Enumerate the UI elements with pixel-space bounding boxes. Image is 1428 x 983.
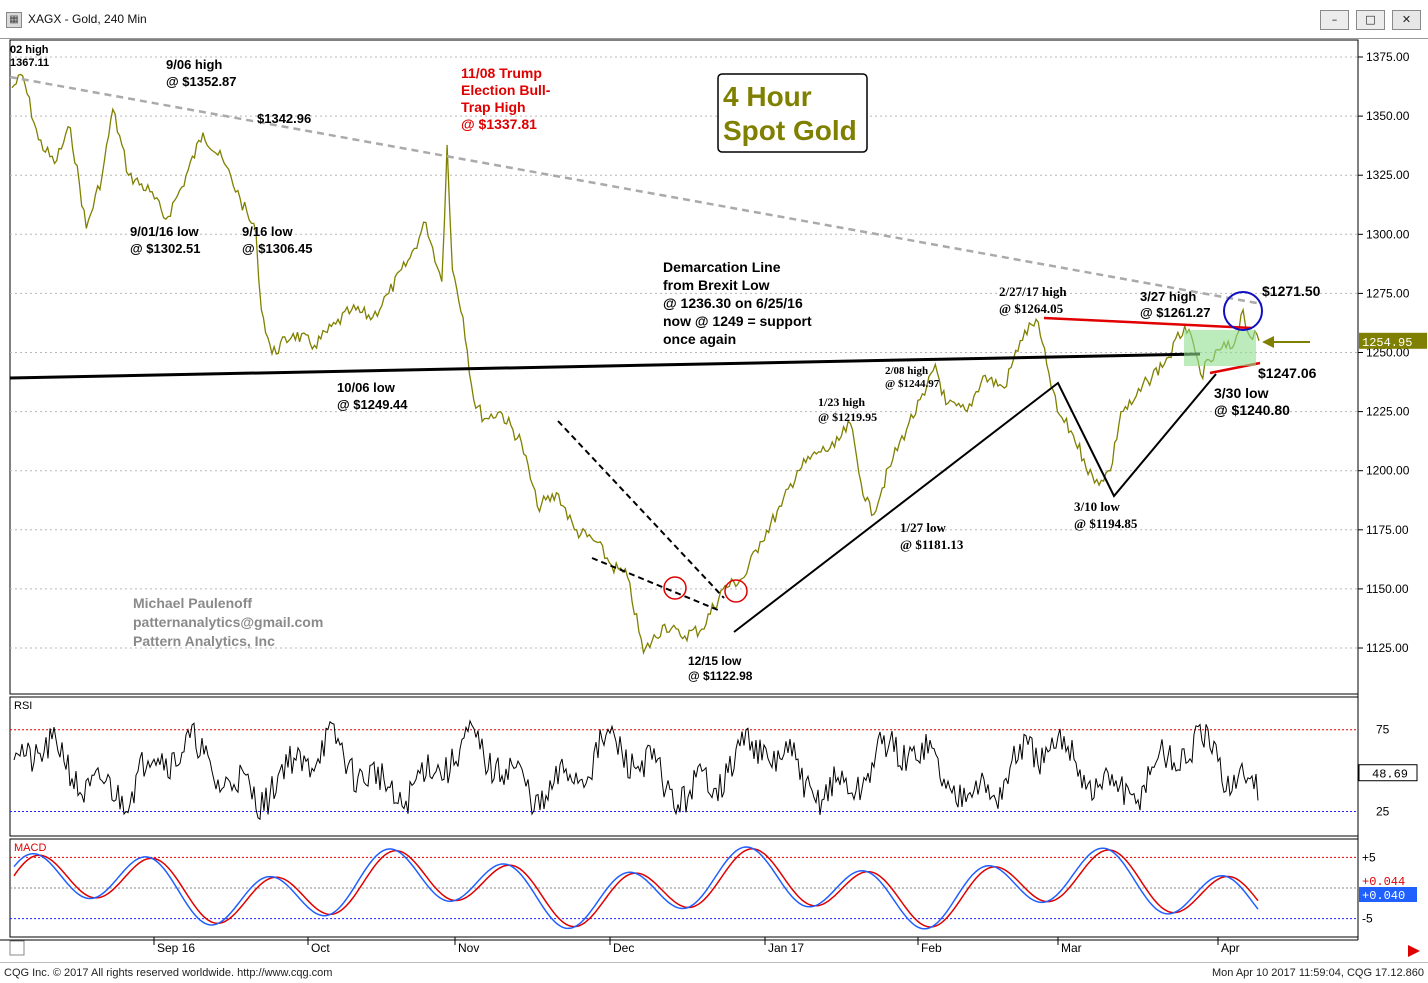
chart-area[interactable]: RSI MACD 1375.00 1350.00 1325.00 1300.00 127… bbox=[0, 38, 1428, 962]
time-tick-label: Mar bbox=[1061, 941, 1082, 955]
resistance-line bbox=[1043, 316, 1253, 330]
rsi-tick-label: 75 bbox=[1376, 723, 1390, 737]
annotation-label: 9/16 low @ $1306.45 bbox=[242, 224, 313, 256]
price-tick-label: 1275.00 bbox=[1366, 286, 1410, 300]
macd-last-tag bbox=[1359, 887, 1417, 902]
scroll-right-icon bbox=[1408, 945, 1420, 957]
breakout-circle-marker bbox=[663, 576, 687, 600]
high-circle-marker bbox=[1223, 291, 1263, 331]
last-price-label: 1254.95 bbox=[1362, 336, 1412, 350]
annotation-label: $1247.06 bbox=[1258, 365, 1317, 381]
chart-title: 4 Hour bbox=[723, 81, 812, 112]
time-tick-label: Feb bbox=[921, 941, 942, 955]
breakout-circle-marker bbox=[724, 579, 748, 603]
time-tick-label: Jan 17 bbox=[768, 941, 804, 955]
annotation-label: 10/06 low @ $1249.44 bbox=[337, 380, 408, 412]
macd-tick-label: +5 bbox=[1362, 850, 1376, 864]
chart-app-icon[interactable]: ▦ bbox=[6, 12, 22, 28]
rsi-panel-frame bbox=[9, 696, 1359, 837]
time-tick-label: Dec bbox=[613, 941, 634, 955]
demarcation-line bbox=[9, 352, 1201, 380]
chart-title-box bbox=[717, 73, 868, 153]
annotation-label: 2/27/17 high @ $1264.05 bbox=[999, 284, 1067, 316]
price-tick-label: 1225.00 bbox=[1366, 405, 1410, 419]
annotation-label: 12/15 low @ $1122.98 bbox=[688, 654, 753, 683]
price-tick-label: 1175.00 bbox=[1366, 523, 1409, 537]
annotation-label: Michael Paulenoff patternanalytics@gmail.… bbox=[133, 595, 323, 649]
annotation-label: 3/30 low @ $1240.80 bbox=[1214, 385, 1290, 418]
annotation-label: 3/27 high @ $1261.27 bbox=[1140, 289, 1211, 320]
price-tick-label: 1300.00 bbox=[1366, 227, 1410, 241]
close-button[interactable]: ✕ bbox=[1392, 10, 1421, 30]
price-tick-label: 1325.00 bbox=[1366, 168, 1410, 182]
rsi-tick-label: 25 bbox=[1376, 804, 1390, 818]
consolidation-box bbox=[1184, 330, 1256, 366]
rising-trendline bbox=[733, 373, 1217, 633]
annotation-label: $1271.50 bbox=[1262, 283, 1321, 299]
macd-signal-value: +0.044 bbox=[1362, 875, 1405, 889]
rsi-last-tag bbox=[1358, 764, 1418, 782]
annotation-label: 02 high 1367.11 bbox=[10, 44, 49, 69]
price-tick-label: 1250.00 bbox=[1366, 346, 1410, 360]
rsi-label: RSI bbox=[14, 700, 32, 712]
time-tick-label: Sep 16 bbox=[157, 941, 195, 955]
annotation-label: 1/23 high @ $1219.95 bbox=[818, 395, 877, 424]
scroll-left-button bbox=[9, 940, 25, 956]
status-footer: CQG Inc. © 2017 All rights reserved worl… bbox=[0, 962, 1428, 983]
rsi-series-line bbox=[13, 719, 1259, 821]
macd-tick-label: -5 bbox=[1362, 912, 1373, 926]
last-price-tag bbox=[1359, 332, 1427, 349]
timestamp-text: Mon Apr 10 2017 11:59:04, CQG 17.12.860 bbox=[1211, 967, 1424, 979]
price-tick-label: 1125.00 bbox=[1366, 641, 1409, 655]
price-tick-label: 1150.00 bbox=[1366, 582, 1409, 596]
maximize-button[interactable]: □ bbox=[1356, 10, 1385, 30]
annotation-label: 9/01/16 low @ $1302.51 bbox=[130, 224, 201, 256]
price-arrow-head bbox=[1262, 336, 1274, 348]
annotation-label: Demarcation Line from Brexit Low @ 1236.30… bbox=[663, 259, 812, 347]
window-titlebar: ▦ XAGX - Gold, 240 Min – □ ✕ bbox=[0, 0, 1428, 39]
macd-series-line bbox=[13, 846, 1259, 930]
copyright-text: CQG Inc. © 2017 All rights reserved worl… bbox=[4, 967, 333, 979]
time-tick-label: Oct bbox=[311, 941, 330, 955]
macd-label: MACD bbox=[14, 842, 46, 854]
falling-wedge-lower bbox=[591, 557, 719, 611]
price-tick-label: 1200.00 bbox=[1366, 464, 1410, 478]
window-title: XAGX - Gold, 240 Min bbox=[28, 12, 147, 26]
annotation-label: 3/10 low @ $1194.85 bbox=[1074, 499, 1138, 531]
annotation-label: 11/08 Trump Election Bull-Trap High @ $133… bbox=[461, 65, 551, 132]
annotation-label: 2/08 high @ $1244.97 bbox=[885, 365, 940, 390]
annotation-label: 9/06 high @ $1352.87 bbox=[166, 57, 237, 89]
minimize-button[interactable]: – bbox=[1320, 10, 1349, 30]
long-term-downtrend-line bbox=[9, 75, 1263, 306]
price-panel-frame bbox=[9, 39, 1359, 695]
falling-wedge-upper bbox=[557, 420, 725, 599]
price-tick-label: 1375.00 bbox=[1366, 50, 1410, 64]
macd-last-value: +0.040 bbox=[1362, 889, 1405, 903]
price-tick-label: 1350.00 bbox=[1366, 109, 1410, 123]
chart-title: Spot Gold bbox=[723, 115, 857, 146]
annotation-label: $1342.96 bbox=[257, 111, 311, 126]
time-tick-label: Nov bbox=[458, 941, 479, 955]
time-tick-label: Apr bbox=[1221, 941, 1240, 955]
rsi-last-value: 48.69 bbox=[1372, 768, 1408, 782]
annotation-label: 1/27 low @ $1181.13 bbox=[900, 520, 964, 552]
